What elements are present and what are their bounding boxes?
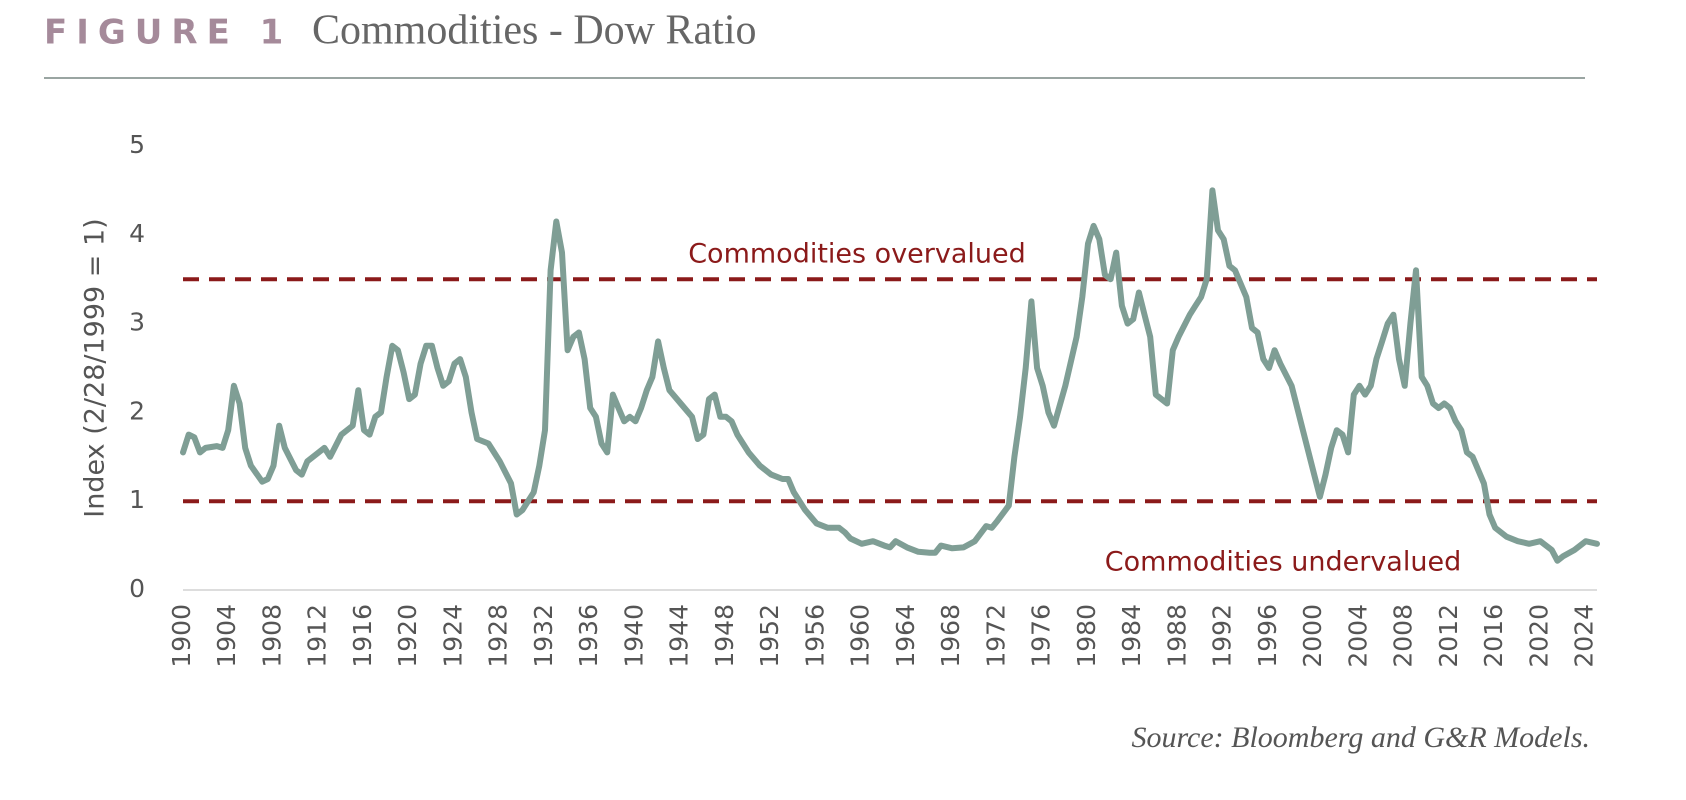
y-tick-label: 5 [129,130,145,159]
x-tick-label: 1956 [800,604,829,668]
y-axis-label: Index (2/28/1999 = 1) [80,218,111,517]
x-tick-label: 1996 [1253,604,1282,668]
x-tick-label: 1984 [1117,604,1146,668]
reference-label: Commodities overvalued [688,239,1026,270]
x-tick-label: 2012 [1434,604,1463,668]
y-tick-label: 2 [129,396,145,425]
chart-title: Commodities - Dow Ratio [312,8,757,54]
x-tick-label: 1940 [619,604,648,668]
figure-label: FIGURE 1 [44,13,292,53]
x-tick-label: 1968 [936,604,965,668]
x-tick-label: 1944 [665,604,694,668]
x-tick-label: 2024 [1570,604,1599,668]
x-tick-label: 1972 [981,604,1010,668]
x-tick-label: 1904 [212,604,241,668]
x-tick-label: 1948 [710,604,739,668]
x-tick-label: 1960 [846,604,875,668]
x-tick-label: 1924 [438,604,467,668]
x-tick-label: 1908 [257,604,286,668]
x-tick-label: 1936 [574,604,603,668]
x-tick-label: 1916 [348,604,377,668]
x-tick-label: 2008 [1389,604,1418,668]
x-tick-label: 1980 [1072,604,1101,668]
x-tick-label: 2004 [1343,604,1372,668]
y-tick-label: 1 [129,485,145,514]
reference-label: Commodities undervalued [1105,547,1461,578]
x-tick-label: 1920 [393,604,422,668]
x-tick-label: 1976 [1027,604,1056,668]
x-tick-label: 1952 [755,604,784,668]
y-tick-label: 0 [129,574,145,603]
x-tick-label: 2020 [1524,604,1553,668]
x-tick-label: 2000 [1298,604,1327,668]
x-tick-label: 1932 [529,604,558,668]
x-tick-label: 2016 [1479,604,1508,668]
x-tick-label: 1992 [1208,604,1237,668]
source-note: Source: Bloomberg and G&R Models. [1131,721,1590,754]
y-tick-label: 3 [129,308,145,337]
y-tick-label: 4 [129,219,145,248]
data-line [180,187,1600,564]
x-tick-label: 1964 [891,604,920,668]
x-tick-label: 1988 [1162,604,1191,668]
x-tick-label: 1912 [303,604,332,668]
x-tick-label: 1900 [167,604,196,668]
x-tick-label: 1928 [484,604,513,668]
